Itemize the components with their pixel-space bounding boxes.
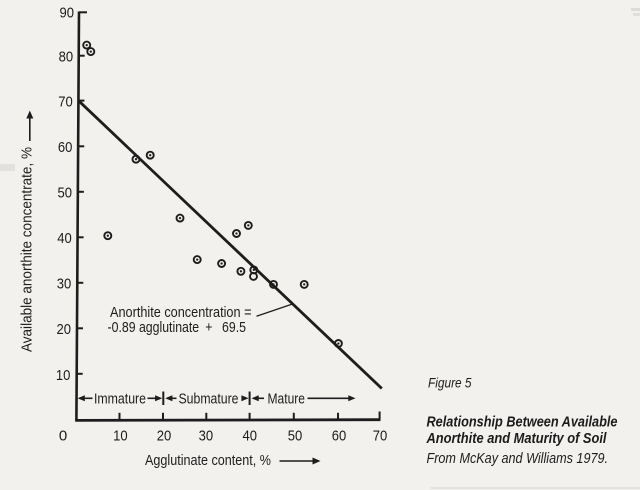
- svg-text:10: 10: [56, 367, 71, 384]
- svg-text:10: 10: [113, 427, 128, 444]
- svg-text:Immature: Immature: [94, 391, 146, 407]
- svg-text:70: 70: [58, 93, 73, 110]
- svg-text:Figure 5: Figure 5: [428, 375, 472, 391]
- svg-text:Relationship Between Available: Relationship Between Available: [427, 414, 618, 431]
- svg-text:Agglutinate content, %: Agglutinate content, %: [145, 452, 271, 469]
- svg-text:From McKay and Williams 1979.: From McKay and Williams 1979.: [427, 450, 609, 467]
- svg-text:40: 40: [57, 230, 72, 247]
- svg-text:80: 80: [59, 48, 74, 65]
- svg-text:0: 0: [59, 427, 67, 444]
- svg-text:Available anorthite concentrat: Available anorthite concentrate, %: [20, 147, 36, 352]
- svg-text:20: 20: [57, 321, 72, 338]
- svg-text:30: 30: [57, 276, 72, 293]
- svg-text:Anorthite and Maturity of Soil: Anorthite and Maturity of Soil: [426, 430, 608, 447]
- svg-text:Mature: Mature: [268, 391, 306, 407]
- svg-text:40: 40: [243, 427, 258, 444]
- svg-text:30: 30: [199, 427, 214, 444]
- svg-text:Anorthite concentration =: Anorthite concentration =: [110, 304, 252, 321]
- svg-text:50: 50: [58, 185, 73, 202]
- svg-text:60: 60: [58, 139, 73, 156]
- svg-text:20: 20: [157, 427, 172, 444]
- svg-text:90: 90: [60, 5, 75, 22]
- svg-text:60: 60: [332, 427, 347, 444]
- svg-text:Submature: Submature: [179, 391, 239, 407]
- svg-text:-0.89 agglutinate + 69.5: -0.89 agglutinate + 69.5: [108, 319, 247, 336]
- svg-text:50: 50: [288, 427, 303, 444]
- svg-text:70: 70: [373, 427, 388, 444]
